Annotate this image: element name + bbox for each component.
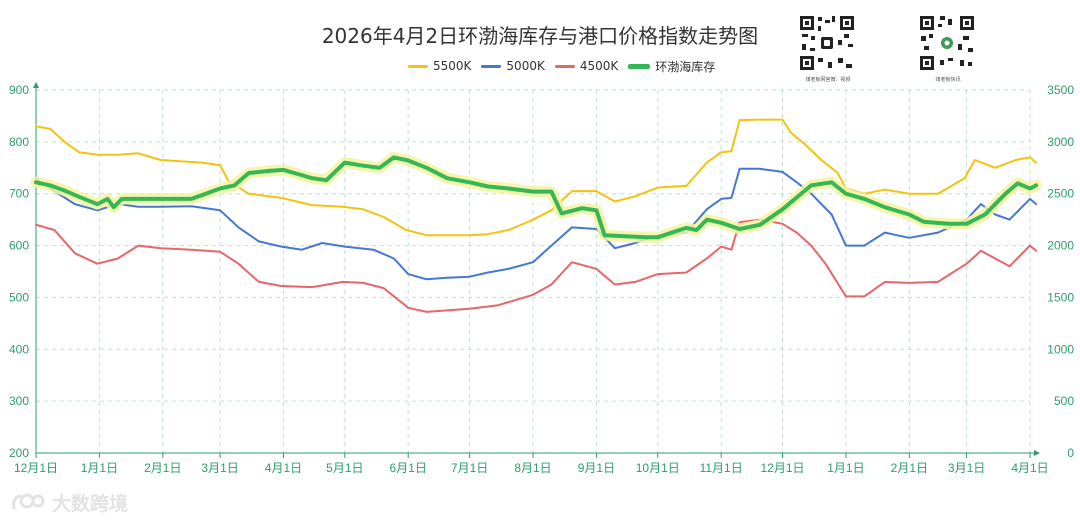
x-tick-label: 12月1日 [761,461,805,475]
legend-swatch-inventory [628,63,651,69]
x-tick-label: 4月1日 [1011,461,1048,475]
legend-label-4500k: 4500K [579,59,619,73]
x-tick-label: 3月1日 [948,461,985,475]
y-right-tick-label: 500 [1054,394,1074,408]
legend-item-5000k[interactable]: 5000K [481,59,545,73]
legend-swatch-4500k [554,64,575,68]
y-left-tick-label: 300 [9,394,29,408]
y-right-tick-label: 0 [1067,446,1074,460]
y-right-tick-label: 3000 [1047,135,1074,149]
chart-legend: 5500K 5000K 4500K 环渤海库存 [408,58,725,74]
legend-label-5000k: 5000K [506,59,545,73]
chart-title: 2026年4月2日环渤海库存与港口价格指数走势图 [321,24,759,48]
y-left-tick-label: 400 [9,342,29,356]
series-line-4500k[interactable] [35,218,1038,313]
watermark-text: 大数跨境 [52,493,129,515]
x-tick-label: 3月1日 [201,461,238,475]
series-line-5000k[interactable] [35,167,1038,281]
x-tick-label: 5月1日 [326,461,363,475]
watermark-logo-icon [12,493,45,509]
y-right-tick-label: 1000 [1047,342,1074,356]
y-left-tick-label: 800 [9,135,29,149]
y-right-tick-label: 2000 [1047,239,1074,253]
y-right-tick-label: 1500 [1047,290,1074,304]
x-tick-label: 11月1日 [700,461,743,475]
qr-code-right [918,14,976,72]
qr-code-right-icon [918,14,976,72]
x-tick-label: 1月1日 [81,461,118,475]
y-right-tick-label: 2500 [1047,187,1074,201]
legend-label-inventory: 环渤海库存 [655,59,716,74]
legend-item-5500k[interactable]: 5500K [408,59,471,73]
x-tick-label: 1月1日 [827,461,864,475]
y-left-tick-label: 600 [9,239,29,253]
x-tick-label: 12月1日 [14,461,58,475]
x-tick-label: 10月1日 [636,461,680,475]
x-tick-label: 9月1日 [578,461,615,475]
y-axis-arrow-icon [33,82,39,88]
qr-left-caption: 煤老板网官微：视频 [805,77,851,83]
y-left-tick-label: 200 [9,446,29,460]
y-right-tick-label: 3500 [1047,83,1074,97]
x-axis-arrow-icon [1034,450,1040,456]
x-tick-label: 6月1日 [390,461,427,475]
legend-label-5500k: 5500K [433,59,472,73]
y-left-tick-label: 900 [9,83,29,97]
x-tick-label: 2月1日 [144,461,181,475]
qr-code-left [798,14,856,72]
watermark: 大数跨境 [10,489,128,516]
legend-item-4500k[interactable]: 4500K [554,59,619,73]
legend-swatch-5000k [481,64,502,68]
series-line-inventory[interactable] [34,155,1039,240]
x-tick-label: 7月1日 [451,461,488,475]
x-tick-label: 2月1日 [891,461,928,475]
qr-right-caption: 煤老板快讯 [935,77,961,83]
y-left-tick-label: 700 [9,187,29,201]
qr-code-left-icon [798,14,856,72]
x-tick-label: 4月1日 [265,461,302,475]
legend-swatch-5500k [408,64,428,68]
y-left-tick-label: 500 [9,290,29,304]
series-line-5500k[interactable] [35,118,1038,237]
x-tick-label: 8月1日 [514,461,551,475]
legend-item-inventory[interactable]: 环渤海库存 [628,58,715,75]
